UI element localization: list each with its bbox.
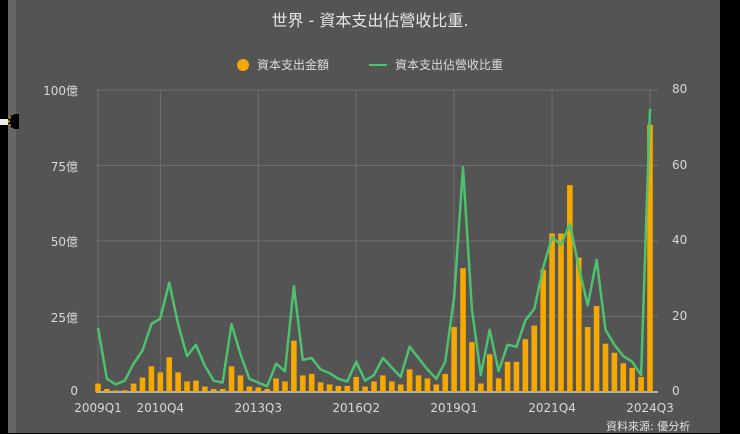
bar: [415, 375, 422, 392]
bar: [148, 366, 155, 392]
x-tick-label: 2010Q4: [136, 401, 185, 415]
bar: [549, 233, 555, 392]
legend-item-ratio[interactable]: 資本支出佔營收比重: [369, 56, 503, 73]
x-tick-label: 2016Q2: [332, 401, 380, 415]
x-tick-label: 2019Q1: [430, 401, 478, 415]
bar: [397, 384, 404, 392]
y-right-tick-label: 40: [672, 233, 688, 247]
bar: [486, 354, 493, 392]
bar: [611, 352, 618, 392]
bar: [255, 387, 262, 392]
bar: [442, 373, 449, 392]
bar: [273, 378, 279, 392]
bar: [299, 375, 306, 392]
chart-panel: [16, 0, 720, 433]
x-tick-label: 2013Q3: [234, 401, 283, 415]
bar: [130, 383, 137, 392]
y-right-tick-label: 20: [672, 308, 688, 323]
bar: [380, 375, 386, 392]
bar: [647, 124, 653, 392]
y-left-tick-label: 0: [70, 384, 78, 398]
bar: [308, 373, 315, 392]
bar: [478, 383, 484, 392]
bar: [184, 381, 190, 392]
bar: [210, 388, 217, 392]
legend-label: 資本支出佔營收比重: [395, 58, 504, 72]
y-right-tick-label: 60: [672, 157, 688, 172]
bar: [620, 363, 627, 392]
bar: [469, 342, 475, 392]
bar: [139, 377, 146, 392]
bar: [362, 386, 368, 392]
bar: [326, 384, 333, 392]
resize-handle[interactable]: [0, 113, 19, 131]
bar: [282, 381, 288, 392]
handle-bar-icon: [0, 119, 8, 125]
bar: [157, 372, 164, 392]
bar: [202, 386, 208, 392]
chart-title: 世界 - 資本支出佔營收比重.: [271, 11, 469, 30]
bar: [95, 383, 101, 392]
bar: [522, 339, 529, 392]
bar: [584, 327, 591, 392]
right-black-margin: [720, 0, 740, 433]
bar: [219, 388, 226, 392]
bar: [513, 361, 520, 392]
y-left-tick-label: 75億: [50, 159, 78, 174]
bar: [228, 366, 235, 392]
bar: [460, 268, 466, 392]
bar: [104, 388, 110, 392]
ratio-line: [96, 108, 652, 388]
bar: [406, 369, 413, 392]
bar: [451, 327, 457, 392]
bar: [344, 385, 351, 392]
bar: [121, 390, 128, 392]
bar: [433, 384, 440, 392]
bar: [291, 340, 297, 392]
bar: [113, 390, 119, 392]
bar: [629, 367, 635, 392]
bar: [558, 233, 564, 392]
y-right-tick-label: 0: [672, 384, 680, 398]
x-tick-label: 2024Q3: [626, 401, 674, 415]
legend: 資本支出金額 資本支出佔營收比重: [0, 56, 740, 73]
y-left-tick-label: 25億: [50, 310, 78, 325]
left-black-margin: [0, 0, 8, 433]
bar: [638, 376, 644, 392]
left-panel-border: [8, 0, 16, 433]
bar: [237, 375, 244, 392]
y-left-tick-label: 50億: [50, 235, 78, 249]
bar: [193, 380, 199, 392]
bar: [246, 386, 253, 392]
bar: [593, 305, 600, 392]
handle-knob-icon: [8, 114, 19, 129]
legend-item-capex[interactable]: 資本支出金額: [236, 56, 329, 73]
bar: [371, 381, 377, 392]
bar: [504, 361, 511, 392]
bar: [531, 325, 538, 392]
bar: [424, 378, 431, 392]
bar: [166, 357, 173, 392]
bar: [175, 372, 181, 392]
x-tick-label: 2021Q4: [528, 401, 576, 415]
bar: [353, 376, 359, 392]
bar: [335, 385, 342, 392]
legend-dot-icon: [236, 58, 249, 71]
source-note: 資料來源: 優分析: [606, 420, 691, 433]
bar: [317, 382, 324, 392]
bar: [495, 378, 502, 392]
bar: [567, 185, 573, 392]
bar: [540, 269, 546, 392]
legend-line-icon: [369, 63, 387, 66]
bar: [264, 388, 270, 392]
legend-label: 資本支出金額: [256, 58, 329, 72]
x-tick-label: 2009Q1: [74, 401, 122, 415]
bar: [575, 257, 582, 392]
bar: [602, 343, 609, 392]
y-left-tick-label: 100億: [43, 84, 78, 98]
y-right-tick-label: 80: [672, 82, 688, 96]
bar: [389, 381, 395, 392]
